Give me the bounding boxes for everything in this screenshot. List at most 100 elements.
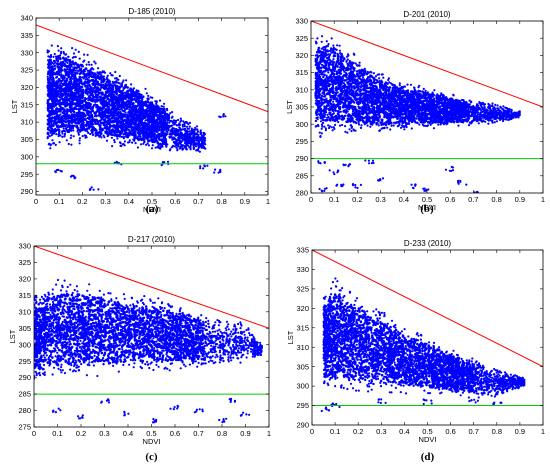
scatter-point <box>127 111 130 114</box>
scatter-point <box>369 125 372 128</box>
scatter-point <box>73 80 77 84</box>
scatter-point <box>58 84 61 87</box>
scatter-point <box>47 103 50 106</box>
scatter-point <box>70 108 74 111</box>
scatter-point <box>105 90 109 93</box>
scatter-point <box>94 62 97 65</box>
scatter-point <box>159 147 162 150</box>
scatter-point <box>70 72 73 75</box>
scatter-point <box>171 129 174 133</box>
scatter-point <box>78 142 81 145</box>
scatter-point <box>57 79 61 82</box>
scatter-point <box>110 87 114 90</box>
scatter-point <box>97 83 100 86</box>
scatter-point <box>397 124 400 127</box>
scatter-point <box>100 93 104 96</box>
scatter-point <box>48 119 52 122</box>
scatter-point <box>173 145 177 148</box>
scatter-point <box>130 96 133 100</box>
scatter-point <box>50 44 53 47</box>
scatter-point <box>67 75 71 78</box>
scatter-point <box>107 102 110 105</box>
scatter-point <box>126 136 130 139</box>
scatter-point <box>75 84 79 88</box>
scatter-point <box>52 132 56 135</box>
scatter-point <box>102 123 106 127</box>
scatter-point <box>88 85 92 88</box>
scatter-point <box>159 138 163 141</box>
scatter-point <box>57 134 60 138</box>
scatter-point <box>128 139 131 142</box>
scatter-outlier-point <box>69 175 73 178</box>
scatter-point <box>98 130 101 134</box>
scatter-outlier-point <box>199 167 202 170</box>
scatter-point <box>169 148 172 151</box>
scatter-point <box>124 101 127 104</box>
scatter-point <box>90 125 93 128</box>
scatter-point <box>74 113 77 117</box>
x-tick-label: 1 <box>266 197 270 206</box>
scatter-point <box>121 115 125 118</box>
scatter-point <box>149 102 153 106</box>
scatter-point <box>197 144 200 147</box>
scatter-point <box>147 144 150 147</box>
scatter-point <box>103 126 107 130</box>
scatter-point <box>68 80 71 83</box>
scatter-point <box>172 119 175 122</box>
scatter-point <box>140 128 143 131</box>
scatter-point <box>77 50 80 54</box>
scatter-point <box>98 128 102 131</box>
scatter-point <box>101 128 104 132</box>
scatter-point <box>160 105 163 108</box>
scatter-point <box>46 127 50 131</box>
scatter-point <box>100 108 103 112</box>
scatter-point <box>80 101 83 105</box>
scatter-point <box>93 76 97 79</box>
scatter-point <box>65 77 69 81</box>
scatter-point <box>332 100 335 103</box>
scatter-point <box>136 127 140 131</box>
scatter-point <box>147 110 150 113</box>
scatter-outlier-point <box>202 167 205 170</box>
scatter-point <box>181 139 184 142</box>
scatter-point <box>84 103 88 107</box>
scatter-point <box>138 99 142 103</box>
scatter-point <box>138 132 141 136</box>
scatter-point <box>437 123 440 126</box>
scatter-point <box>48 86 52 89</box>
scatter-point <box>134 104 137 108</box>
scatter-point <box>175 128 178 131</box>
scatter-point <box>90 63 93 66</box>
scatter-point <box>70 64 73 68</box>
scatter-point <box>151 144 154 147</box>
scatter-point <box>140 138 143 142</box>
scatter-point <box>52 112 56 116</box>
scatter-point <box>132 87 136 90</box>
scatter-point <box>72 73 75 77</box>
scatter-point <box>55 80 58 83</box>
scatter-point <box>46 137 49 140</box>
scatter-point <box>95 105 98 108</box>
scatter-point <box>103 87 107 90</box>
scatter-point <box>123 140 126 143</box>
scatter-point <box>121 97 125 101</box>
scatter-point <box>129 87 132 90</box>
scatter-point <box>68 119 71 122</box>
scatter-point <box>62 56 65 60</box>
scatter-point <box>149 130 153 133</box>
scatter-point <box>147 97 150 101</box>
scatter-point <box>176 130 179 133</box>
scatter-point <box>69 127 72 130</box>
scatter-point <box>66 130 70 133</box>
scatter-point <box>60 61 64 64</box>
scatter-point <box>109 89 112 92</box>
scatter-point <box>54 96 57 100</box>
scatter-point <box>66 108 69 111</box>
scatter-outlier-point <box>203 165 207 168</box>
scatter-point <box>122 109 126 113</box>
scatter-point <box>106 111 110 115</box>
scatter-point <box>122 137 125 140</box>
scatter-point <box>78 57 81 60</box>
scatter-point <box>149 112 153 115</box>
scatter-point <box>193 133 196 136</box>
